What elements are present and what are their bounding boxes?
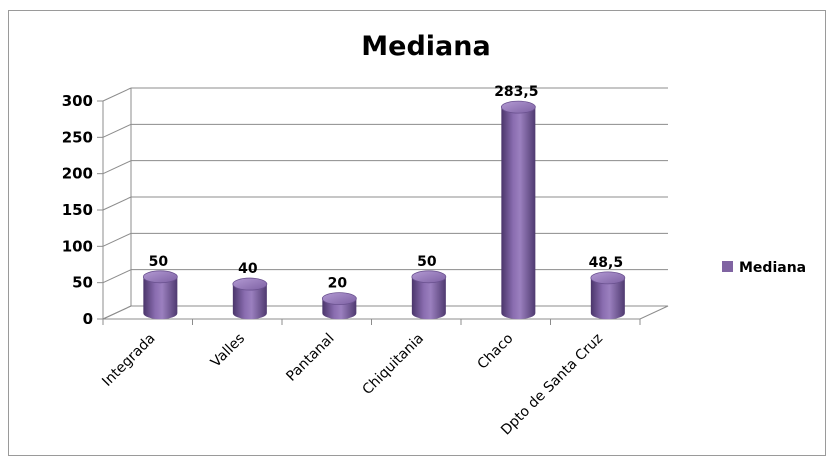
legend-label: Mediana [739, 260, 806, 276]
bar-top [232, 277, 268, 291]
gridline-diagonal [102, 232, 132, 247]
bar [321, 292, 357, 320]
data-label: 40 [238, 261, 258, 277]
data-label: 20 [328, 276, 348, 292]
grid [102, 87, 668, 320]
legend: Mediana [722, 260, 806, 276]
y-tick-label: 300 [62, 92, 93, 110]
bar [232, 277, 268, 320]
gridline-diagonal [102, 160, 132, 175]
x-tick-label: Pantanal [283, 331, 337, 385]
y-tick-label: 150 [62, 201, 93, 219]
gridline-diagonal [102, 196, 132, 211]
bar [411, 270, 447, 320]
x-tick-label: Chiquitania [359, 331, 427, 399]
data-label: 50 [417, 254, 437, 270]
x-tick-label: Valles [208, 331, 248, 371]
bar-top [321, 292, 357, 306]
data-labels: 50 40 20 50 283,5 48,5 [149, 84, 624, 291]
chart-title: Mediana [361, 31, 490, 62]
data-label: 50 [149, 254, 169, 270]
y-tick-label: 50 [72, 274, 93, 292]
y-tick-label: 250 [62, 128, 93, 146]
bar-top [590, 271, 626, 285]
chart-floor [102, 305, 669, 320]
bar-body [411, 276, 446, 320]
gridline-diagonal [102, 87, 132, 102]
bar-body [143, 276, 178, 320]
x-axis-labels: Integrada Valles Pantanal Chiquitania ChacoD… [99, 331, 606, 439]
x-tick-label: Integrada [99, 331, 158, 390]
bar-body [590, 277, 625, 320]
x-tick-label: Dpto de Santa Cruz [498, 331, 606, 439]
y-tick-label: 0 [83, 310, 93, 328]
gridline-diagonal [102, 123, 132, 138]
bar-body [501, 107, 536, 320]
bar-top [411, 270, 447, 284]
bar-top [500, 100, 536, 114]
data-label: 283,5 [494, 84, 538, 100]
bar [500, 100, 536, 320]
axes [97, 88, 669, 325]
bar [142, 270, 178, 320]
bar-body [232, 284, 267, 320]
gridline-diagonal [102, 269, 132, 284]
data-label: 48,5 [589, 255, 624, 271]
y-axis-ticks: 0 50 100 150 200 250 300 [62, 92, 93, 328]
y-tick-label: 100 [62, 237, 93, 255]
bars [142, 100, 626, 320]
x-tick-label: Chaco [475, 331, 517, 373]
bar [590, 271, 626, 320]
bar-top [142, 270, 178, 284]
y-tick-label: 200 [62, 165, 93, 183]
legend-swatch [722, 261, 733, 272]
